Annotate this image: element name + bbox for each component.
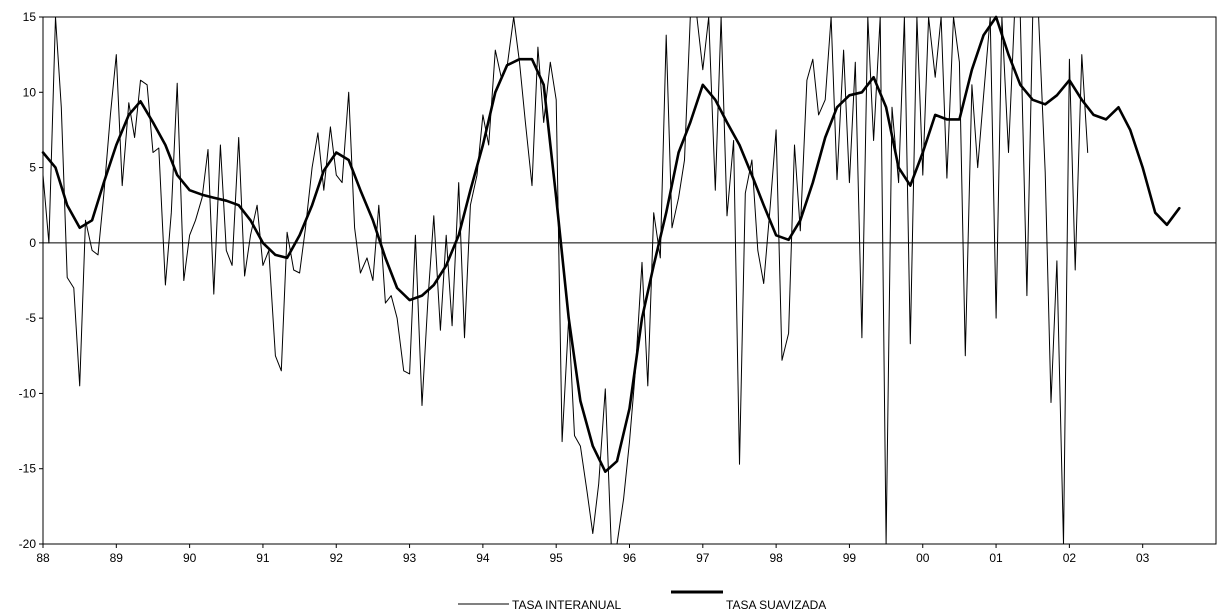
x-tick-label: 99: [843, 551, 857, 565]
x-tick-label: 91: [256, 551, 270, 565]
legend: TASA INTERANUAL TASA SUAVIZADA: [458, 590, 826, 612]
plot-area-frame: [42, 16, 1217, 545]
x-tick-label: 90: [183, 551, 197, 565]
x-tick-label: 97: [696, 551, 710, 565]
y-tick-label: 10: [23, 85, 37, 99]
y-tick-label: -10: [19, 386, 37, 400]
series-layer: [41, 15, 1181, 545]
x-tick-label: 88: [36, 551, 50, 565]
y-tick-label: -15: [19, 462, 37, 476]
series-line-tasa-suavizada: [41, 15, 1181, 474]
y-axis: 15 10 5 0 -5 -10 -15 -20: [19, 10, 43, 551]
x-tick-label: 01: [989, 551, 1003, 565]
y-tick-label: -5: [25, 311, 36, 325]
x-axis: 88 89 90 91 92 93 94 95 96 97 98 99 00 01 02 03: [36, 544, 1150, 565]
legend-label-tasa-interanual: TASA INTERANUAL: [512, 598, 621, 612]
legend-label-tasa-suavizada: TASA SUAVIZADA: [726, 598, 826, 612]
x-tick-label: 95: [550, 551, 564, 565]
x-tick-label: 94: [476, 551, 490, 565]
x-tick-label: 92: [330, 551, 344, 565]
x-tick-label: 00: [916, 551, 930, 565]
y-tick-label: 5: [29, 161, 36, 175]
x-tick-label: 02: [1063, 551, 1077, 565]
x-tick-label: 89: [110, 551, 124, 565]
y-tick-label: 15: [23, 10, 37, 24]
y-tick-label: 0: [29, 236, 36, 250]
x-tick-label: 96: [623, 551, 637, 565]
y-tick-label: -20: [19, 537, 37, 551]
x-tick-label: 98: [769, 551, 783, 565]
x-tick-label: 93: [403, 551, 417, 565]
x-tick-label: 03: [1136, 551, 1150, 565]
